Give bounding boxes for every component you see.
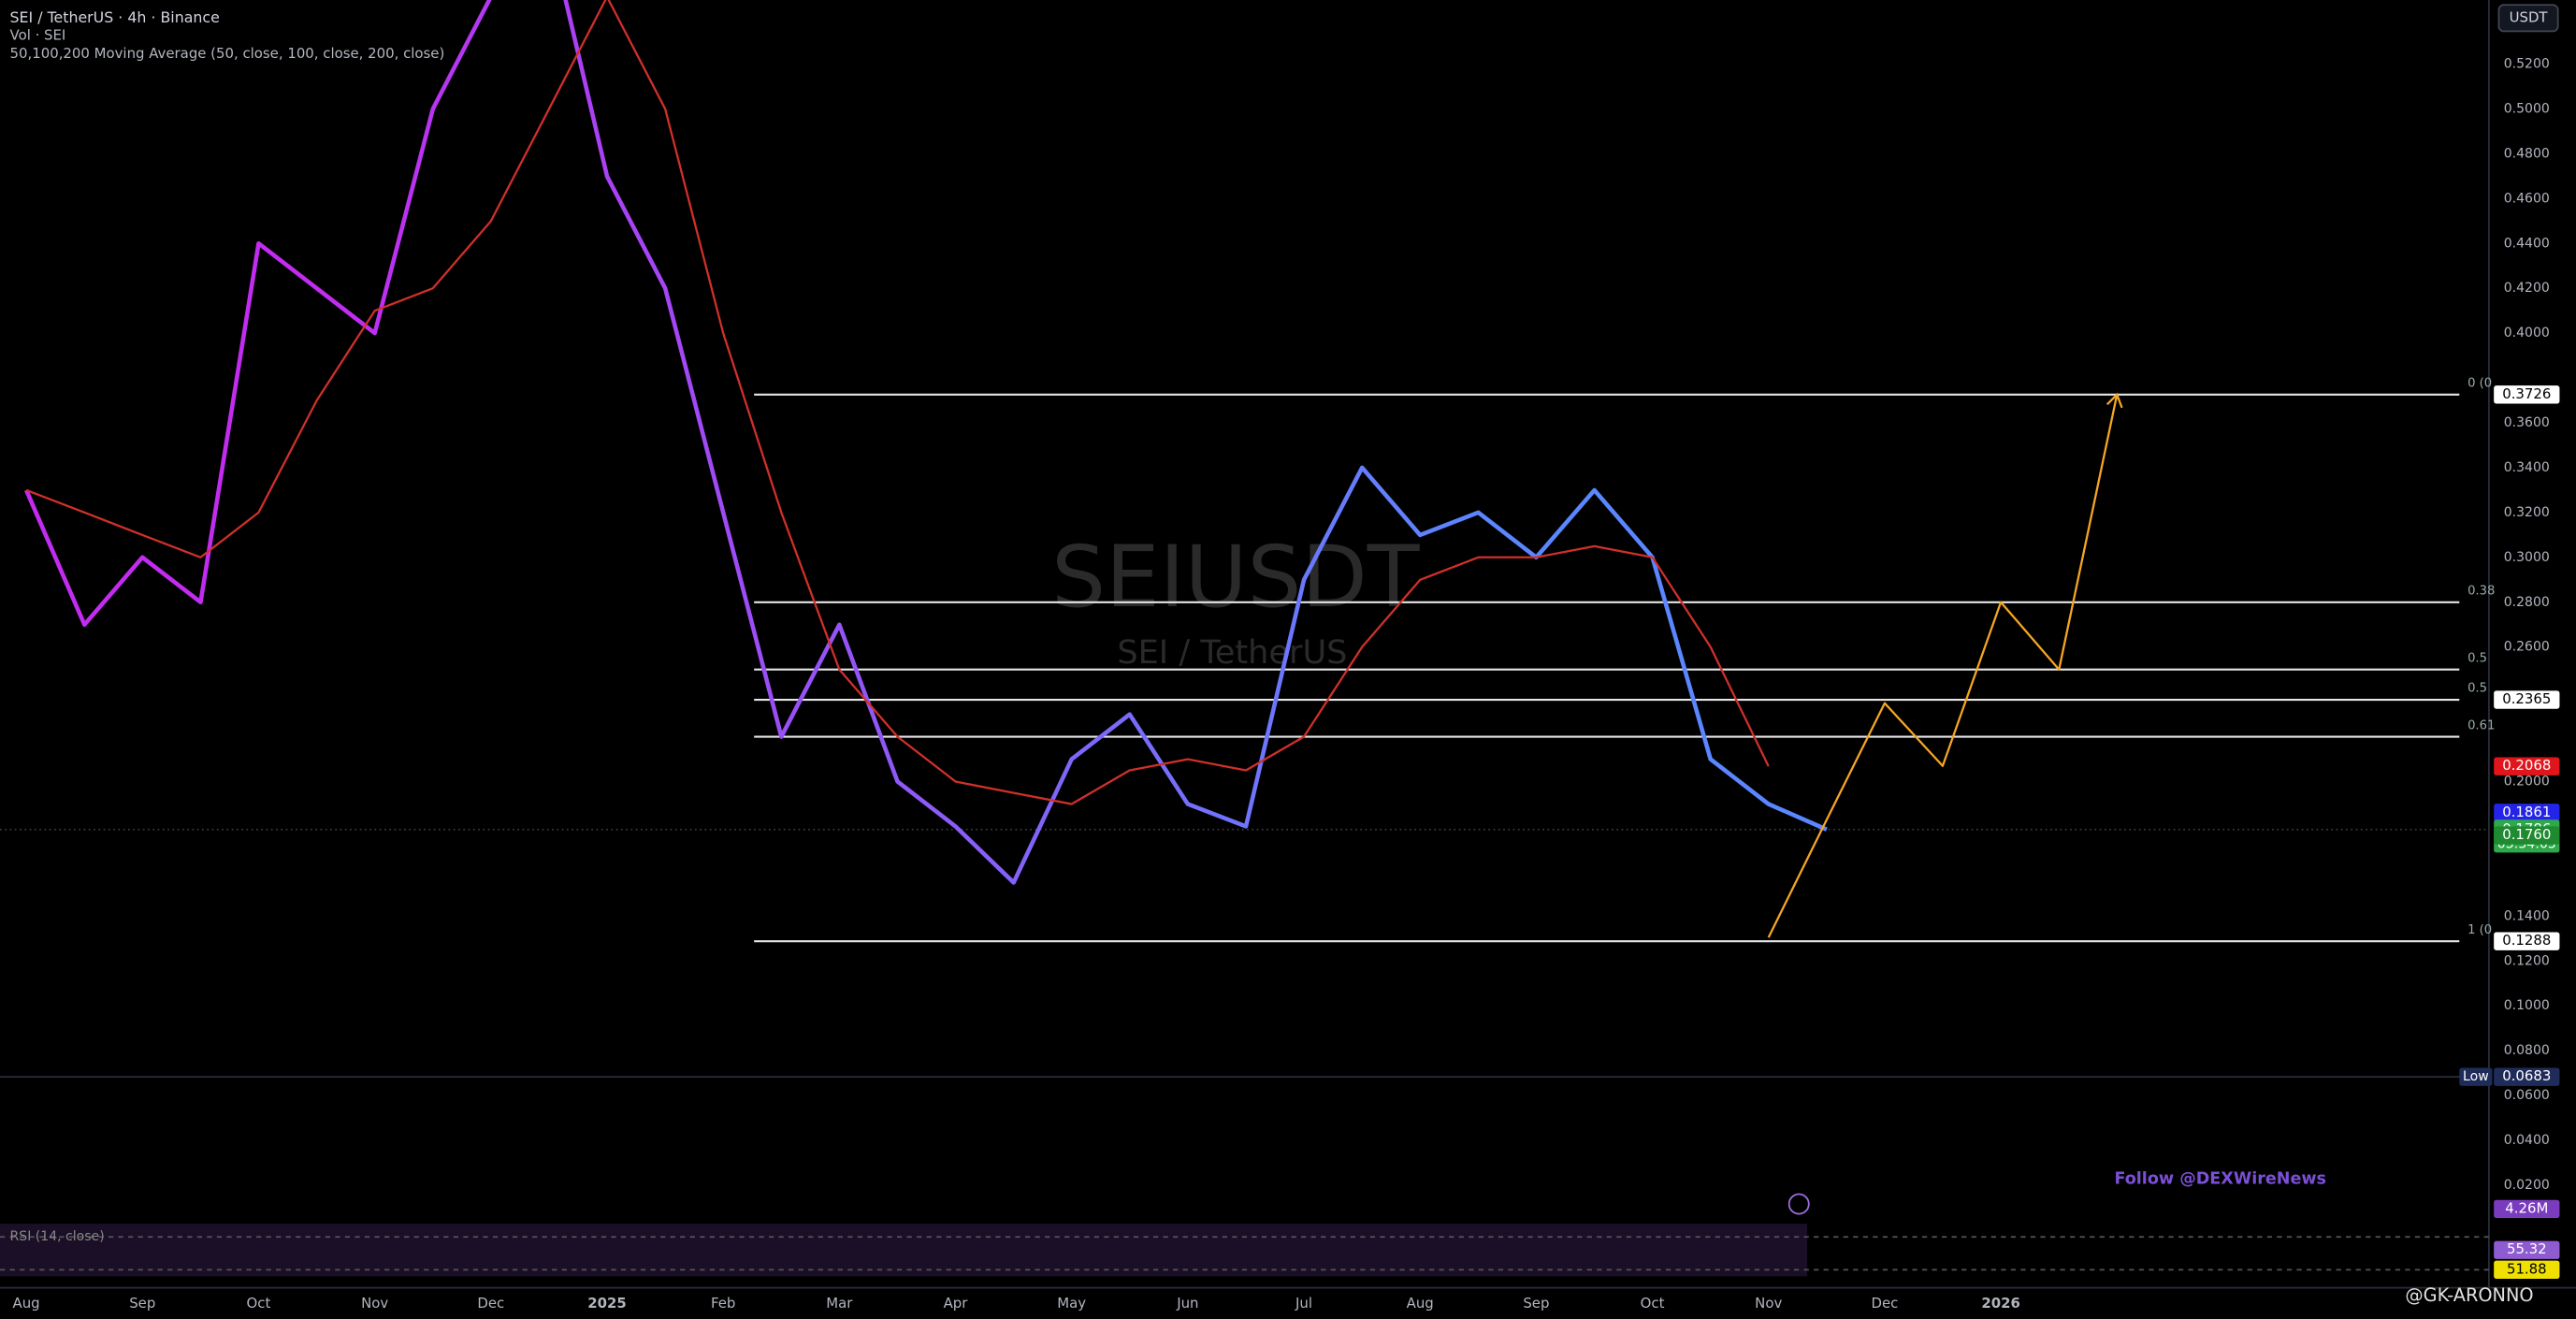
y-tick-label: 0.4600	[2504, 191, 2550, 206]
watermark-symbol: SEIUSDT	[1051, 527, 1421, 627]
x-tick-label: Dec	[1871, 1295, 1898, 1312]
price-label-box	[2494, 826, 2560, 845]
y-tick-label: 0.5000	[2504, 101, 2550, 116]
x-tick-label: Sep	[129, 1295, 155, 1312]
rsi-label-box	[2494, 1240, 2560, 1259]
y-tick-label: 0.2000	[2504, 775, 2550, 790]
price-label-box	[2494, 757, 2560, 775]
y-tick-label: 0.0600	[2504, 1088, 2550, 1103]
y-tick-label: 0.4000	[2504, 326, 2550, 341]
header-title: SEI / TetherUS · 4h · Binance	[10, 8, 220, 26]
y-tick-label: 0.1400	[2504, 908, 2550, 923]
currency-button[interactable]	[2497, 4, 2559, 33]
credit: @GK-ARONNO	[2405, 1284, 2533, 1306]
y-tick-label: 0.5200	[2504, 57, 2550, 72]
y-tick-label: 0.3000	[2504, 550, 2550, 565]
alert-icon[interactable]	[1787, 1193, 1810, 1215]
x-tick-label: Oct	[1641, 1295, 1665, 1312]
x-tick-label: Dec	[477, 1295, 504, 1312]
header-volume: Vol · SEI	[10, 27, 66, 44]
level-label: 0 (0	[2467, 377, 2492, 391]
series-line	[1767, 394, 2119, 938]
level-label: 1 (0	[2467, 923, 2492, 937]
price-label-box	[2494, 804, 2560, 822]
price-label-box	[2494, 932, 2560, 950]
price-label: 0.1861	[2502, 804, 2551, 820]
series-line	[24, 0, 1828, 885]
x-tick-label: Jul	[1295, 1295, 1312, 1312]
x-tick-label: Sep	[1523, 1295, 1549, 1312]
x-tick-label: May	[1057, 1295, 1086, 1312]
level-label: 0.61	[2467, 718, 2495, 732]
x-tick-label: Mar	[826, 1295, 853, 1312]
price-label-box	[2494, 385, 2560, 404]
y-tick-label: 0.2800	[2504, 595, 2550, 610]
rsi-label-box	[2494, 1260, 2560, 1279]
rsi-pane	[0, 1224, 1808, 1277]
price-label: 0.2068	[2502, 757, 2551, 774]
price-label-box	[2494, 1067, 2560, 1086]
projection-arrowhead	[2106, 392, 2123, 409]
currency[interactable]: USDT	[2510, 8, 2549, 25]
volume-label-box	[2494, 1199, 2560, 1219]
x-tick-label: Nov	[1755, 1295, 1782, 1312]
price-label: 0.2365	[2502, 690, 2551, 707]
x-tick-label: Nov	[361, 1295, 388, 1312]
x-tick-label: 2026	[1981, 1295, 2020, 1312]
y-tick-label: 0.3400	[2504, 460, 2550, 475]
rsi-label: 51.88	[2507, 1260, 2547, 1277]
x-tick-label: Apr	[944, 1295, 969, 1312]
x-tick-label: Jun	[1176, 1295, 1198, 1312]
level-label: 0.38	[2467, 584, 2495, 598]
volume-label: 4.26M	[2505, 1199, 2548, 1216]
y-tick-label: 0.4200	[2504, 281, 2550, 296]
y-tick-label: 0.2600	[2504, 640, 2550, 655]
x-tick-label: 2025	[587, 1295, 627, 1312]
low-box	[2459, 1067, 2493, 1086]
plot-area	[24, 0, 2119, 938]
price-label: 0.1760	[2502, 826, 2551, 843]
price-label: 0.0683	[2502, 1067, 2551, 1084]
y-tick-label: 0.1000	[2504, 998, 2550, 1013]
watermark-name: SEI / TetherUS	[1117, 633, 1347, 672]
promo: Follow @DEXWireNews	[2114, 1170, 2326, 1189]
price-label: 0.1288	[2502, 932, 2551, 949]
x-tick-label: Aug	[13, 1295, 40, 1312]
header-indicator: 50,100,200 Moving Average (50, close, 10…	[10, 45, 445, 62]
y-tick-label: 0.1200	[2504, 953, 2550, 968]
price-label: 0.3726	[2502, 385, 2551, 402]
y-tick-label: 0.4400	[2504, 236, 2550, 251]
low-label: Low	[2463, 1069, 2489, 1084]
x-tick-label: Feb	[711, 1295, 735, 1312]
y-tick-label: 0.0800	[2504, 1043, 2550, 1058]
x-tick-label: Aug	[1407, 1295, 1434, 1312]
y-tick-label: 0.4800	[2504, 146, 2550, 161]
price-label-box	[2494, 690, 2560, 709]
level-label: 0.5	[2467, 682, 2487, 696]
y-tick-label: 0.0400	[2504, 1133, 2550, 1148]
rsi-label: 55.32	[2507, 1240, 2547, 1257]
rsi-title: RSI (14, close)	[10, 1229, 105, 1244]
y-tick-label: 0.3600	[2504, 415, 2550, 430]
level-label: 0.5	[2467, 651, 2487, 665]
y-tick-label: 0.0200	[2504, 1178, 2550, 1193]
y-tick-label: 0.3200	[2504, 505, 2550, 520]
x-tick-label: Oct	[247, 1295, 271, 1312]
series-line	[25, 0, 1770, 805]
